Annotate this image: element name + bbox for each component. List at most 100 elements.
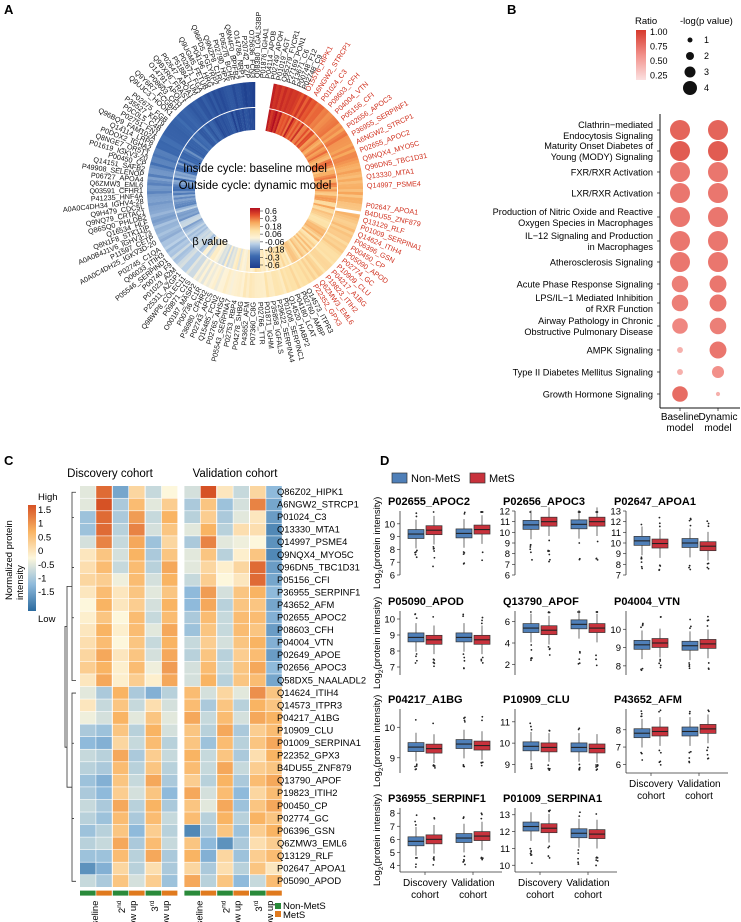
inner-ring-segment [289, 123, 305, 143]
outlier-point [659, 709, 662, 712]
group-color-bar [266, 890, 282, 896]
heatmap-cell [161, 787, 178, 800]
heatmap-cell [80, 561, 96, 574]
outlier-point [530, 850, 532, 853]
heatmap-cell [200, 611, 217, 624]
outlier-point [547, 549, 550, 552]
protein-label: P01876_IGHA1 [258, 28, 271, 79]
inner-ring-segment [314, 178, 337, 184]
heatmap-cell [96, 624, 112, 636]
outlier-point [688, 712, 691, 715]
heatmap-cell [266, 686, 282, 699]
outlier-point [641, 667, 644, 670]
outlier-point [640, 751, 643, 754]
heatmap-cell [233, 812, 249, 825]
outlier-point [578, 815, 581, 818]
inner-ring-segment [313, 171, 336, 179]
inner-ring-segment [204, 124, 220, 143]
heatmap-cell [233, 875, 249, 887]
boxplot-panel: P36955_SERPINF145678DiscoverycohortValid… [372, 793, 502, 901]
outer-ring-segment [316, 117, 338, 137]
heatmap-cell [250, 498, 266, 511]
group-color-bar [200, 890, 217, 896]
outlier-point [641, 624, 644, 627]
heatmap-cell [217, 799, 233, 812]
pathway-dot [671, 275, 689, 293]
heatmap-cell [217, 611, 233, 624]
outlier-point [463, 512, 466, 515]
inner-ring-segment [276, 113, 287, 135]
heatmap-row-label: B4DU55_ZNF879 [277, 762, 352, 773]
outer-ring-segment [148, 204, 174, 213]
inner-ring-segment [286, 240, 300, 260]
outlier-point [578, 542, 581, 544]
outlier-point [658, 516, 661, 519]
heatmap-cell [266, 498, 282, 511]
inner-ring-segment [206, 122, 221, 142]
heatmap-cell [161, 636, 178, 649]
heatmap-cell [184, 849, 200, 862]
heatmap-cell [129, 837, 145, 850]
inner-ring-segment [296, 130, 314, 148]
outer-ring-segment [325, 132, 349, 148]
pathway-label: Type II Diabetes Mellitus Signaling [513, 368, 653, 378]
y-tick-label: 13 [499, 810, 510, 821]
outlier-point [596, 611, 599, 613]
heatmap-cell [233, 762, 249, 775]
heatmap-row-label: P02774_GC [277, 812, 329, 823]
boxplot-title: P04004_VTN [614, 596, 680, 608]
inner-ring-segment [188, 139, 208, 155]
outer-ring-segment [148, 170, 174, 178]
pathway-dot [708, 252, 728, 272]
heatmap-row-label: Q86Z02_HIPK1 [277, 486, 343, 497]
outer-ring-segment [312, 247, 333, 268]
heatmap-cell [250, 875, 266, 887]
outlier-point [595, 764, 597, 766]
heatmap-row-label: Q13790_APOF [277, 775, 341, 786]
outer-ring-segment [284, 89, 297, 114]
boxplot-title: P01009_SERPINA1 [503, 793, 602, 805]
inner-ring-segment [265, 109, 272, 132]
outer-ring-segment [152, 152, 178, 164]
y-tick-label: 6 [390, 571, 395, 582]
heatmap-cell [112, 737, 129, 749]
outlier-point [706, 749, 708, 752]
outlier-point [415, 764, 418, 767]
heatmap-cell [145, 862, 162, 875]
y-label-subscript: 2 [378, 569, 385, 573]
inner-ring-segment [234, 248, 242, 270]
heatmap-cell [217, 686, 233, 699]
heatmap-cell [266, 598, 282, 611]
heatmap-cell [161, 824, 178, 837]
outlier-point [658, 564, 661, 567]
inner-ring-segment [314, 191, 337, 195]
heatmap-cell [184, 536, 200, 549]
outer-ring-segment [261, 272, 267, 298]
inner-ring-segment [278, 114, 289, 136]
outer-ring-segment [181, 108, 201, 130]
heatmap-cell [200, 586, 217, 599]
inner-ring-segment [175, 166, 198, 175]
outer-ring-segment [330, 145, 355, 159]
outer-ring-segment [323, 235, 346, 252]
inner-ring-segment [281, 116, 294, 137]
outlier-point [530, 728, 533, 731]
heat-legend-label: 1 [38, 519, 43, 530]
y-tick-label: 10 [499, 739, 510, 750]
inner-ring-segment [178, 157, 200, 168]
outlier-point [414, 765, 416, 768]
pathway-label: Airway Pathology in Chronic [538, 316, 653, 326]
outlier-point [578, 766, 581, 769]
x-axis-label: Validation [566, 878, 609, 889]
pathway-dot [671, 294, 689, 312]
inner-ring-segment [228, 111, 238, 134]
inner-ring-segment [312, 164, 334, 174]
heatmap-cell [112, 837, 129, 850]
heatmap-cell [112, 824, 129, 837]
pathway-dot [708, 207, 728, 227]
y-axis-label: Log2(protein intensity) [372, 695, 385, 787]
inner-ring-segment [198, 233, 216, 252]
heatmap-cell [233, 837, 249, 850]
outer-ring-segment [242, 272, 248, 298]
heatmap-cell [96, 573, 112, 586]
